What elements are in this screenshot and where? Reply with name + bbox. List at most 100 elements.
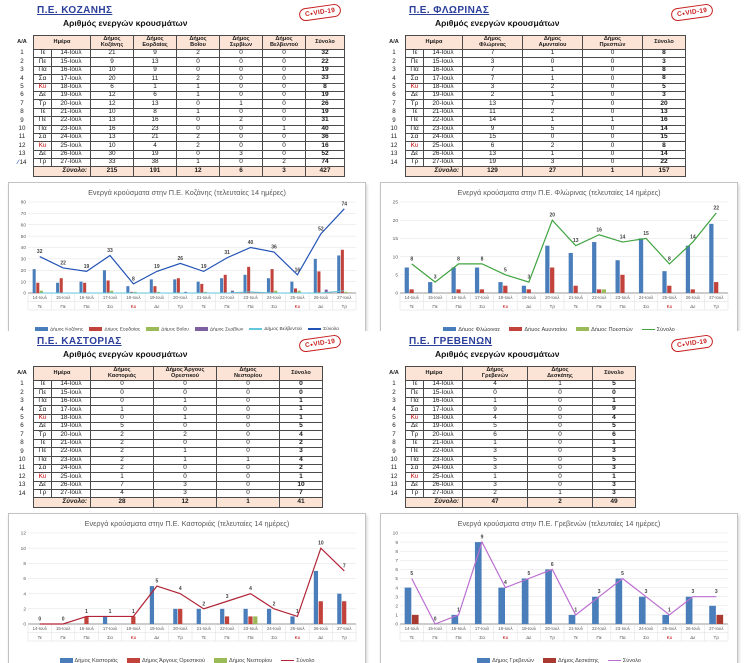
row-total-cell: 2 — [279, 438, 323, 449]
day-cell: Κυ — [405, 472, 424, 482]
value-cell: 21 — [133, 132, 177, 143]
aa-cell: 1 — [392, 49, 396, 57]
total-header: Σύνολο — [642, 35, 686, 50]
day-cell: Πε — [33, 57, 52, 67]
column-header: Δήμος Σερβίων — [219, 35, 263, 50]
value-cell: 3 — [219, 149, 263, 160]
data-row: 3 Πα 16-Ιουλ 1 0 1 — [383, 396, 636, 407]
svg-text:Πα: Πα — [456, 635, 462, 640]
column-header: Δήμος Δεσκάτης — [527, 366, 593, 381]
chart-legend: Δήμος Καστοριάς Δήμος Άργους Ορεστικού Δήμ… — [11, 657, 363, 663]
svg-text:2: 2 — [23, 607, 26, 613]
day-cell: Τρ — [405, 158, 424, 168]
value-cell: 23 — [133, 124, 177, 134]
day-cell: Δε — [33, 90, 52, 101]
legend-item: Δήμος Εορδαίας — [89, 326, 140, 331]
day-cell: Δε — [33, 149, 52, 160]
legend-line-swatch — [249, 328, 263, 330]
svg-text:26-Ιουλ: 26-Ιουλ — [314, 295, 329, 300]
data-row: 2 Πε 15-Ιουλ 3 0 0 3 — [383, 57, 686, 67]
aa-cell: 5 — [20, 83, 24, 90]
aa-cell: 14 — [390, 489, 398, 497]
column-total-cell: 47 — [462, 497, 528, 508]
value-cell: 33 — [90, 158, 134, 168]
svg-text:16: 16 — [295, 267, 301, 273]
section-header: Π.Ε. ΚΟΖΑΝΗΣ Αριθμός ενεργών κρουσμάτων … — [37, 3, 369, 34]
day-cell: Σα — [33, 463, 52, 474]
grand-total-cell: 41 — [279, 497, 323, 508]
header-row: Α/Α Ημέρα Δήμος Φλώρινας Δήμος Αμυνταίου Δήμ… — [383, 35, 686, 50]
aa-cell — [11, 167, 34, 177]
svg-text:Πε: Πε — [432, 635, 437, 640]
svg-text:Σα: Σα — [271, 304, 277, 309]
value-cell: 2 — [176, 141, 220, 151]
value-cell: 9 — [462, 405, 528, 415]
cases-table: Α/Α Ημέρα Δήμος Κοζάνης Δήμος Εορδαίας Δήμος… — [11, 35, 345, 177]
date-cell: 22-Ιουλ — [51, 116, 91, 126]
day-header: Ημέρα — [405, 366, 463, 381]
svg-text:17-Ιουλ: 17-Ιουλ — [475, 295, 490, 300]
totals-label: Σύνολο: — [33, 166, 91, 177]
svg-text:15-Ιουλ: 15-Ιουλ — [56, 626, 71, 631]
value-cell: 0 — [582, 65, 643, 76]
svg-text:18-Ιουλ: 18-Ιουλ — [498, 295, 513, 300]
day-cell: Δε — [405, 480, 424, 491]
value-cell: 11 — [462, 107, 523, 118]
legend-item: Σύνολο — [308, 327, 339, 331]
day-cell: Κυ — [405, 141, 424, 151]
value-cell: 0 — [176, 124, 220, 134]
date-cell: 27-Ιουλ — [423, 489, 463, 499]
row-total-cell: 13 — [642, 107, 686, 118]
svg-text:33: 33 — [107, 248, 113, 254]
svg-text:Πε: Πε — [432, 304, 437, 309]
svg-text:12: 12 — [21, 531, 27, 537]
data-row: 12 Κυ 25-Ιουλ 6 2 0 8 — [383, 141, 686, 151]
svg-text:20-Ιουλ: 20-Ιουλ — [173, 295, 188, 300]
legend-label: Σύνολο — [622, 657, 641, 663]
svg-text:5: 5 — [527, 571, 530, 577]
value-cell: 1 — [133, 82, 177, 92]
legend-item: Δήμος Καστοριάς — [59, 658, 118, 663]
value-cell: 0 — [527, 421, 593, 432]
value-cell: 16 — [90, 124, 134, 134]
row-total-cell: 22 — [642, 158, 686, 168]
svg-text:3: 3 — [226, 594, 229, 600]
value-cell: 0 — [219, 141, 263, 151]
svg-text:6: 6 — [551, 562, 554, 568]
data-row: 12 Κυ 25-Ιουλ 10 4 2 0 0 16 — [11, 141, 345, 151]
aa-cell: 13 — [18, 481, 26, 489]
column-total-cell: 215 — [90, 166, 134, 177]
aa-cell: 11 — [18, 464, 26, 472]
value-cell: 2 — [219, 116, 263, 126]
date-cell: 27-Ιουλ — [51, 489, 91, 499]
row-total-cell: 19 — [305, 65, 345, 76]
column-total-cell: 191 — [133, 166, 177, 177]
legend-bar-swatch — [443, 327, 457, 331]
data-row: 14 Τρ 27-Ιουλ 4 3 0 7 — [11, 489, 323, 499]
legend-bar-swatch — [59, 658, 73, 663]
aa-cell: 13 — [390, 150, 398, 158]
svg-text:Τρ: Τρ — [550, 304, 556, 309]
value-cell: 0 — [262, 99, 306, 109]
date-cell: 25-Ιουλ — [51, 472, 91, 482]
data-row: 9 Πε 22-Ιουλ 13 16 0 2 0 31 — [11, 116, 345, 126]
legend-item: Δήμος Κοζάνης — [35, 326, 83, 331]
row-total-cell: 10 — [279, 480, 323, 491]
section-grevenon: Π.Ε. ΓΡΕΒΕΝΩΝ Αριθμός ενεργών κρουσμάτων… — [372, 331, 744, 663]
day-cell: Σα — [33, 132, 52, 143]
totals-row: Σύνολο: 28 12 1 41 — [11, 497, 323, 508]
aa-cell — [383, 167, 406, 177]
date-cell: 18-Ιουλ — [51, 413, 91, 423]
value-cell: 9 — [462, 124, 523, 134]
svg-text:6: 6 — [23, 576, 26, 582]
svg-text:20-Ιουλ: 20-Ιουλ — [173, 626, 188, 631]
aa-cell: 5 — [20, 414, 24, 421]
date-cell: 25-Ιουλ — [423, 472, 463, 482]
date-cell: 22-Ιουλ — [51, 447, 91, 457]
row-total-cell: 8 — [642, 141, 686, 151]
value-cell: 19 — [133, 149, 177, 160]
svg-text:26-Ιουλ: 26-Ιουλ — [686, 295, 701, 300]
aa-cell: 2 — [392, 57, 396, 65]
value-cell: 0 — [176, 116, 220, 126]
value-cell: 0 — [216, 489, 280, 499]
